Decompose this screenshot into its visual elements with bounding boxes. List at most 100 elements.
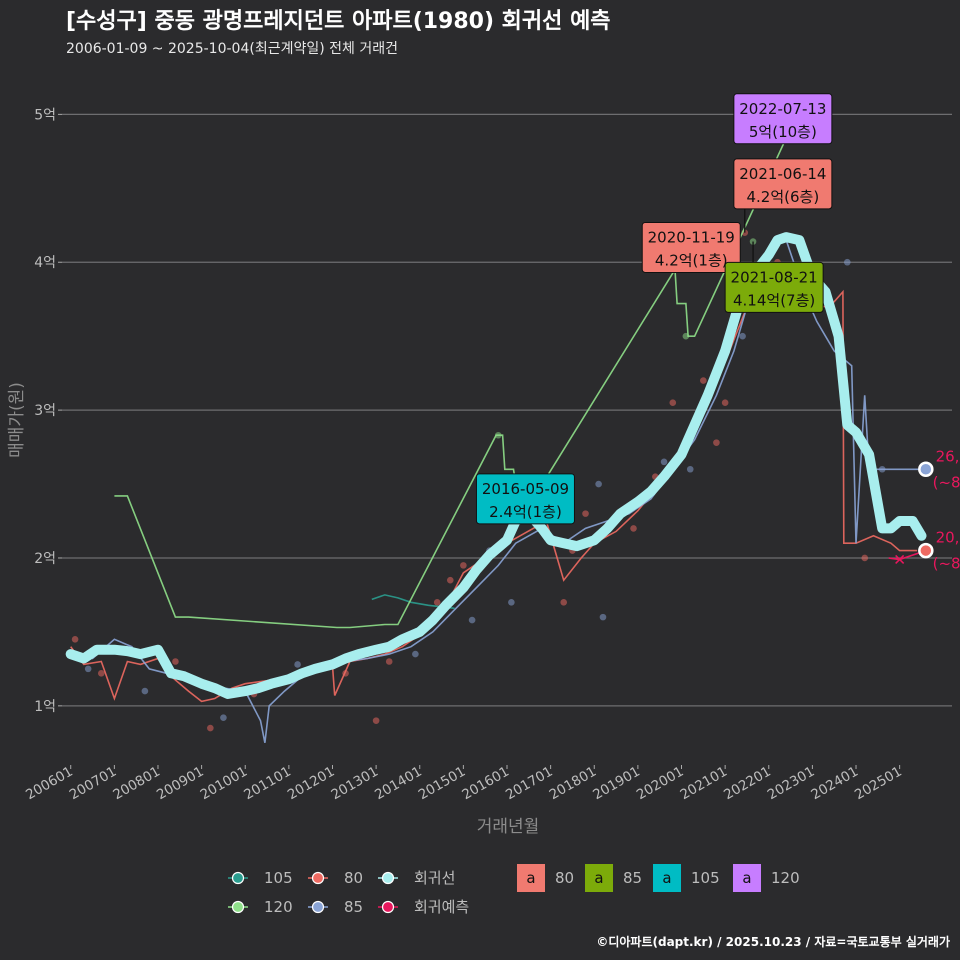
- legend-point-key: [381, 871, 395, 885]
- scatter-point: [630, 525, 637, 532]
- legend-box-glyph: a: [594, 869, 603, 887]
- x-tick-label: 201801: [547, 764, 600, 804]
- x-axis: 2006012007012008012009012010012011012012…: [23, 764, 905, 804]
- y-axis-title: 매매가(원): [7, 382, 27, 458]
- x-tick-label: 201001: [198, 764, 251, 804]
- scatter-point: [599, 613, 607, 621]
- annotation-box: [724, 261, 824, 313]
- scatter-point: [412, 650, 419, 658]
- end-point-price: 26,000: [936, 447, 960, 465]
- legend-label: 105: [264, 869, 293, 887]
- legend-point-key: [381, 900, 395, 914]
- scatter-point: [713, 439, 720, 446]
- legend-box-key: [585, 864, 613, 892]
- annotations-layer: 2022-07-13 5억(10층) 2021-06-14 4.2억(6층) 2020-…: [475, 93, 833, 525]
- annotation-value: 4.2억(6층): [747, 188, 820, 206]
- x-tick-label: 200701: [67, 764, 120, 804]
- end-point-marker: [918, 461, 934, 478]
- annotation-date: 2020-11-19: [648, 228, 735, 246]
- legend-label: 120: [264, 898, 293, 916]
- x-tick-label: 201701: [503, 764, 556, 804]
- end-point-marker: [918, 542, 934, 559]
- legend-box-key: [733, 864, 761, 892]
- legend-point-key: [311, 871, 325, 885]
- y-axis: 1억 2억 3억 4억 5억: [34, 107, 62, 715]
- scatter-point: [739, 332, 746, 340]
- scatter-point: [560, 599, 568, 606]
- legend-label: 80: [555, 869, 574, 887]
- legend-label: 85: [344, 898, 363, 916]
- annotation-box: [475, 473, 575, 525]
- legend-box-glyph: a: [742, 869, 751, 887]
- scatter-point: [660, 458, 668, 466]
- scatter-point: [595, 480, 602, 488]
- annotation-date: 2016-05-09: [482, 480, 569, 498]
- scatter-point: [843, 258, 851, 266]
- x-tick-label: 201201: [285, 764, 338, 804]
- x-tick-label: 201501: [416, 764, 469, 804]
- scatter-point: [700, 377, 707, 384]
- scatter-point: [446, 576, 454, 584]
- scatter-point: [468, 616, 476, 624]
- credit-text: ©디아파트(dapt.kr) / 2025.10.23 / 자료=국토교통부 실…: [596, 934, 950, 949]
- annotation-box: [733, 158, 833, 210]
- y-tick-label: 1억: [34, 699, 56, 715]
- scatter-point: [172, 658, 179, 665]
- y-tick-label: 2억: [34, 551, 56, 567]
- scatter-point: [385, 658, 393, 665]
- legend-label: 회귀예측: [414, 898, 469, 916]
- x-tick-label: 201901: [590, 764, 643, 804]
- end-point-price: 20,500: [936, 529, 960, 547]
- scatter-point: [84, 665, 92, 673]
- annotation-date: 2021-08-21: [731, 268, 818, 286]
- annotation-value: 2.4억(1층): [489, 503, 562, 521]
- end-point-area: (~80㎡): [933, 555, 960, 573]
- series-line-120: [114, 113, 811, 629]
- x-tick-label: 201101: [241, 764, 294, 804]
- x-tick-label: 202201: [721, 764, 774, 804]
- legend-label: 120: [771, 869, 800, 887]
- annotation-box: [641, 221, 741, 273]
- x-tick-label: 202101: [677, 764, 730, 804]
- legend-box-key: [653, 864, 681, 892]
- legend-box-glyph: a: [662, 869, 671, 887]
- x-tick-label: 201401: [372, 764, 425, 804]
- annotation-value: 4.14억(7층): [733, 291, 815, 309]
- forecast-layer: [888, 549, 927, 565]
- x-tick-label: 200801: [110, 764, 163, 804]
- x-tick-label: 201601: [459, 764, 512, 804]
- annotation-value: 4.2억(1층): [655, 251, 728, 269]
- y-tick-label: 3억: [34, 403, 56, 419]
- legend-label: 105: [691, 869, 720, 887]
- x-tick-label: 202001: [634, 764, 687, 804]
- scatter-point: [97, 670, 105, 677]
- chart-subtitle: 2006-01-09 ~ 2025-10-04(최근계약일) 전체 거래건: [66, 41, 398, 57]
- end-points-layer: 26,000 (~85㎡) 20,500 (~80㎡): [918, 447, 960, 573]
- scatter-point: [861, 554, 869, 562]
- scatter-point: [669, 399, 677, 407]
- scatter-point: [721, 399, 729, 407]
- legend-label: 회귀선: [414, 869, 455, 887]
- end-point-area: (~85㎡): [933, 473, 960, 491]
- x-tick-label: 201301: [328, 764, 381, 804]
- x-tick-label: 202501: [852, 764, 905, 804]
- x-axis-title: 거래년월: [477, 817, 540, 837]
- legend-label: 80: [344, 869, 363, 887]
- x-tick-label: 202401: [808, 764, 861, 804]
- series-line-105: [371, 594, 455, 610]
- annotation-date: 2021-06-14: [739, 165, 826, 183]
- annotation-date: 2022-07-13: [739, 100, 826, 118]
- legend-point-key: [231, 871, 245, 885]
- y-tick-label: 5억: [34, 107, 56, 123]
- x-tick-label: 202301: [765, 764, 818, 804]
- legend-box-key: [517, 864, 545, 892]
- chart-title: [수성구] 중동 광명프레지던트 아파트(1980) 회귀선 예측: [66, 9, 611, 34]
- scatter-point: [686, 465, 694, 473]
- annotation-value: 5억(10층): [749, 123, 817, 141]
- legend-box-glyph: a: [526, 869, 535, 887]
- legend: 105 80 회귀선 120 85 회귀예측 a 80 a 85 a 105 a 120: [228, 864, 800, 916]
- scatter-point: [220, 714, 227, 721]
- x-tick-label: 200901: [154, 764, 207, 804]
- legend-point-key: [231, 900, 245, 914]
